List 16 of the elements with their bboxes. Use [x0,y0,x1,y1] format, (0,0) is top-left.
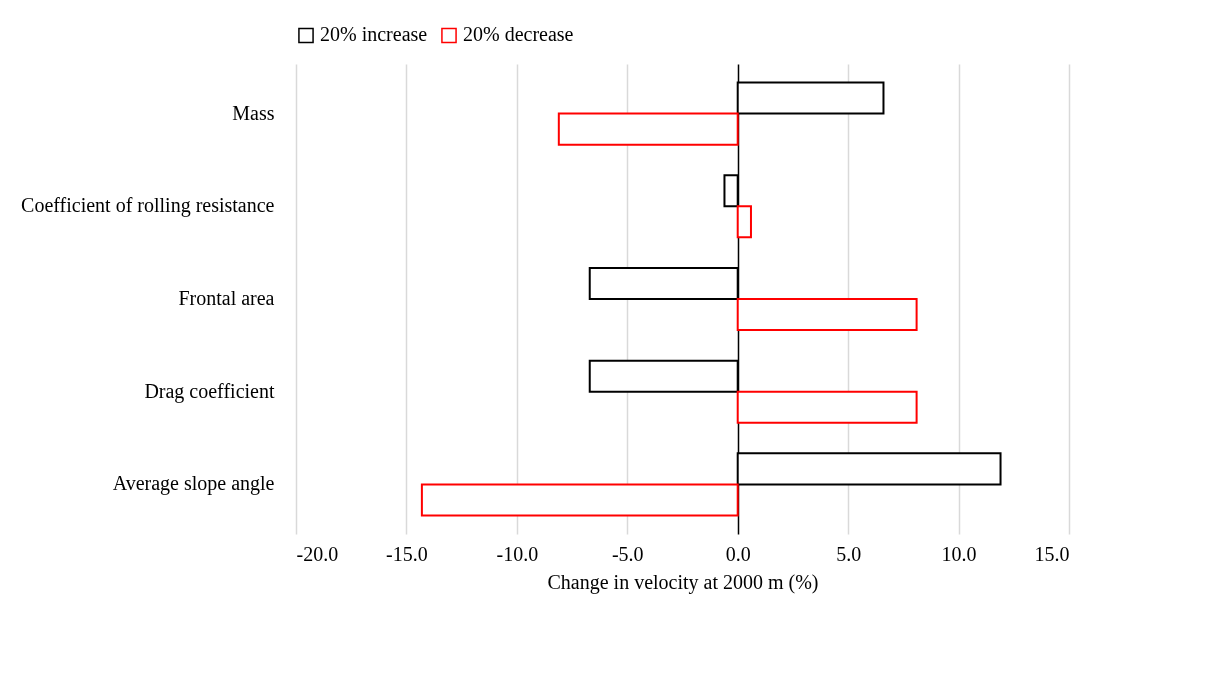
x-tick-label: 5.0 [836,542,862,565]
y-tick-label: Coefficient of rolling resistance [21,194,275,218]
y-tick-label: Mass [232,101,275,124]
x-tick-label: -15.0 [386,542,428,565]
x-tick-label: 0.0 [725,542,751,565]
x-axis-title: Change in velocity at 2000 m (%) [547,570,819,594]
x-tick-label: 10.0 [941,542,977,565]
legend-label: 20% increase [320,23,428,46]
y-tick-label: Frontal area [178,287,275,309]
y-tick-label: Average slope angle [112,472,275,496]
x-tick-label: -20.0 [296,542,339,565]
x-tick-label: -10.0 [496,542,539,565]
x-tick-label: -5.0 [611,542,644,565]
x-tick-label: 15.0 [1034,542,1070,565]
y-tick-label: Drag coefficient [144,379,275,403]
legend-label: 20% decrease [463,23,574,46]
